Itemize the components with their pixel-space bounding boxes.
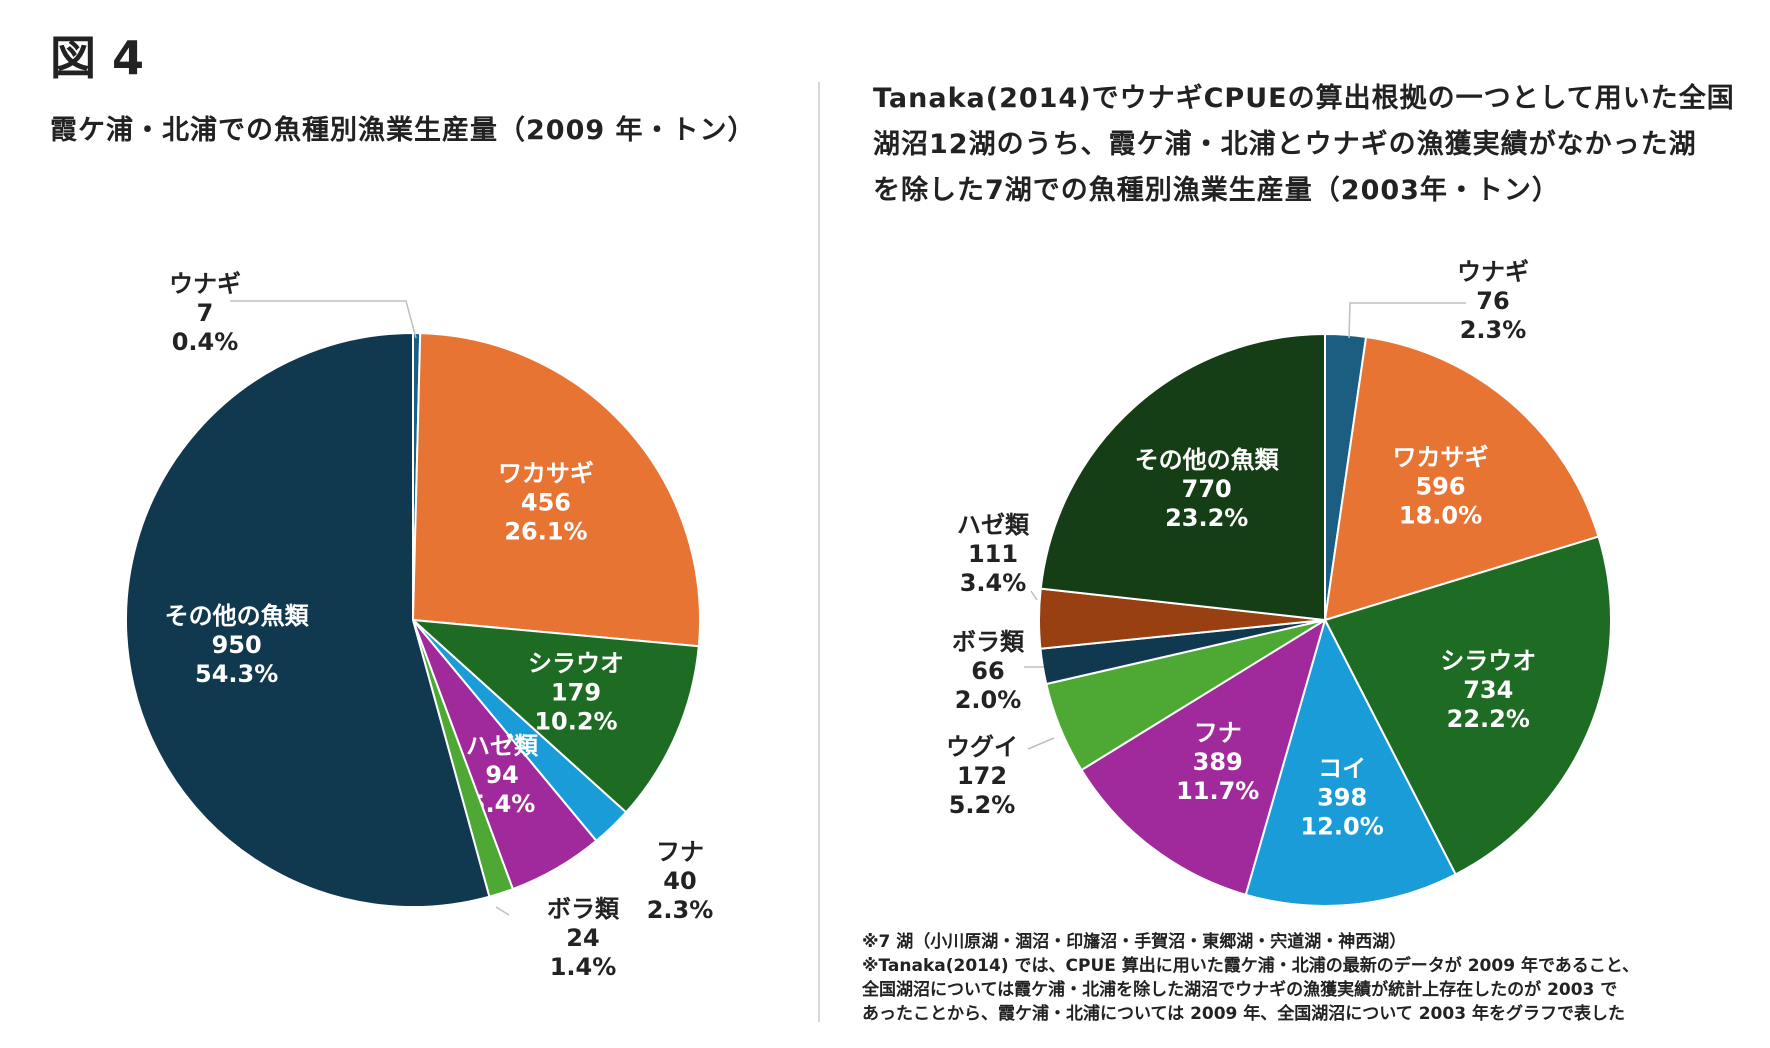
slice-data-label: フナ 389 11.7% xyxy=(1176,719,1259,805)
slice-data-label: ハゼ類 111 3.4% xyxy=(957,511,1030,597)
slice-data-label: コイ 398 12.0% xyxy=(1300,754,1383,840)
footnote-line: 全国湖沼については霞ケ浦・北浦を除した湖沼でウナギの漁獲実績が統計上存在したのが… xyxy=(862,980,1618,1000)
slice-data-label: ワカサギ 596 18.0% xyxy=(1393,443,1489,529)
pie-slice xyxy=(1244,617,1457,907)
leader-line xyxy=(230,300,417,339)
pie-slice xyxy=(1323,335,1600,622)
slice-data-label: ワカサギ 456 26.1% xyxy=(498,460,594,546)
left-chart-subtitle: 霞ケ浦・北浦での魚種別漁業生産量（2009 年・トン） xyxy=(50,115,756,146)
slice-data-label: シラウオ 734 22.2% xyxy=(1440,647,1536,733)
leader-line xyxy=(495,906,510,916)
pie-slice xyxy=(1080,617,1327,897)
right-subtitle-line: を除した7湖での魚種別漁業生産量（2003年・トン） xyxy=(873,175,1560,206)
slice-data-label: フナ 40 2.3% xyxy=(647,838,714,924)
footnote: ※7 湖（小川原湖・涸沼・印旛沼・手賀沼・東郷湖・宍道湖・神西湖） ※Tanak… xyxy=(862,930,1639,1026)
footnote-line: ※7 湖（小川原湖・涸沼・印旛沼・手賀沼・東郷湖・宍道湖・神西湖） xyxy=(862,932,1407,952)
leader-line xyxy=(1348,302,1466,339)
slice-data-label: ハゼ類 94 5.4% xyxy=(466,732,539,818)
pie-slice xyxy=(1039,332,1326,622)
slice-data-label: ボラ類 66 2.0% xyxy=(952,628,1025,714)
figure-title: 図 4 xyxy=(50,31,145,85)
slice-data-label: ウナギ 76 2.3% xyxy=(1457,258,1529,344)
pie-slice xyxy=(411,332,701,648)
right-subtitle-line: Tanaka(2014)でウナギCPUEの算出根拠の一つとして用いた全国 xyxy=(873,83,1735,114)
leader-line xyxy=(1027,737,1055,750)
slice-data-label: ウナギ 7 0.4% xyxy=(169,270,241,356)
pie-slice xyxy=(410,618,700,814)
footnote-line: ※Tanaka(2014) では、CPUE 算出に用いた霞ケ浦・北浦の最新のデー… xyxy=(862,956,1640,976)
leader-line xyxy=(1030,590,1038,601)
right-chart-subtitle: Tanaka(2014)でウナギCPUEの算出根拠の一つとして用いた全国 湖沼1… xyxy=(873,76,1753,214)
pie-slice xyxy=(1323,535,1612,876)
right-subtitle-line: 湖沼12湖のうち、霞ケ浦・北浦とウナギの漁獲実績がなかった湖 xyxy=(873,129,1697,160)
pie-slice xyxy=(125,331,491,908)
slice-data-label: ウグイ 172 5.2% xyxy=(946,733,1018,819)
slice-data-label: シラウオ 179 10.2% xyxy=(528,649,624,735)
footnote-line: あったことから、霞ケ浦・北浦については 2009 年、全国湖沼について 2003… xyxy=(862,1004,1625,1024)
slice-data-label: ボラ類 24 1.4% xyxy=(547,895,620,981)
slice-data-label: その他の魚類 770 23.2% xyxy=(1135,446,1280,532)
slice-data-label: その他の魚類 950 54.3% xyxy=(165,602,310,688)
chart-divider xyxy=(818,82,820,1022)
